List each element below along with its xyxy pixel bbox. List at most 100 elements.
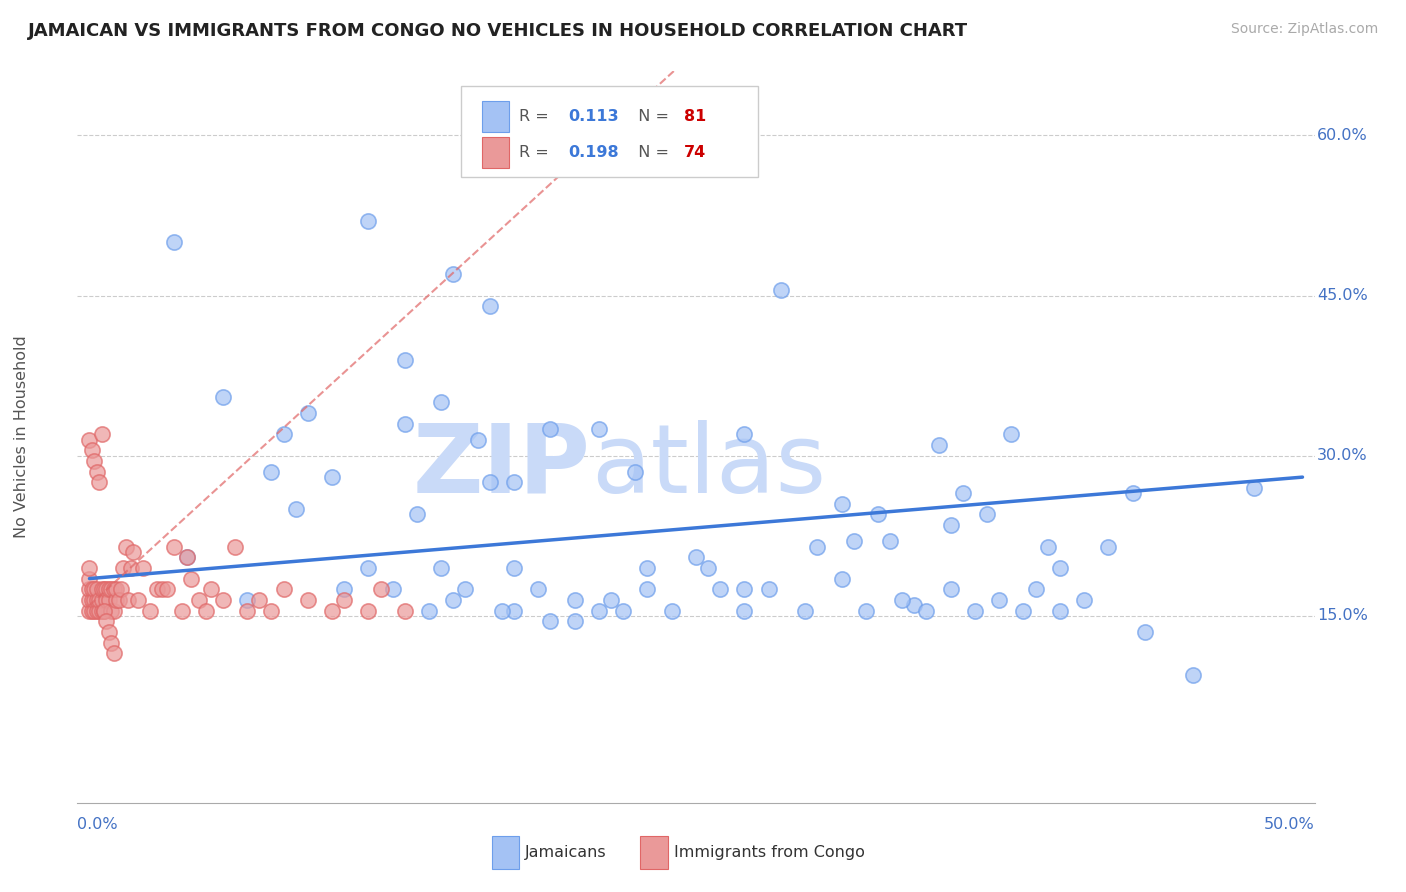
Point: [1049, 561, 1071, 575]
Point: [1000, 427, 1022, 442]
Point: [89, 604, 111, 618]
Point: [588, 422, 610, 436]
Point: [107, 593, 129, 607]
Point: [96, 582, 118, 597]
Point: [96, 593, 118, 607]
Point: [79, 433, 101, 447]
Point: [879, 534, 901, 549]
Point: [93, 604, 115, 618]
Point: [120, 561, 142, 575]
Point: [194, 604, 217, 618]
Bar: [492, 836, 519, 869]
Point: [83, 582, 105, 597]
Point: [357, 604, 380, 618]
Point: [370, 582, 392, 597]
Point: [321, 604, 343, 618]
Point: [90, 593, 112, 607]
Point: [636, 561, 658, 575]
Bar: [640, 836, 668, 869]
Point: [1049, 604, 1071, 618]
Text: N =: N =: [628, 109, 673, 124]
Point: [176, 550, 198, 565]
Point: [150, 582, 173, 597]
Point: [697, 561, 720, 575]
Point: [381, 582, 404, 597]
Point: [170, 604, 193, 618]
Point: [794, 604, 817, 618]
Point: [260, 465, 283, 479]
Point: [842, 534, 865, 549]
Point: [80, 582, 103, 597]
Text: 15.0%: 15.0%: [1317, 608, 1368, 624]
Point: [418, 604, 440, 618]
Text: No Vehicles in Household: No Vehicles in Household: [14, 335, 30, 539]
Point: [115, 540, 138, 554]
Point: [260, 604, 283, 618]
Point: [588, 604, 610, 618]
Point: [236, 604, 259, 618]
Point: [441, 593, 464, 607]
Point: [564, 593, 586, 607]
Point: [80, 604, 103, 618]
Point: [903, 599, 925, 613]
Point: [758, 582, 780, 597]
FancyBboxPatch shape: [461, 86, 758, 178]
Point: [478, 475, 501, 490]
Point: [297, 406, 319, 420]
Point: [891, 593, 914, 607]
Point: [866, 508, 889, 522]
Point: [83, 593, 105, 607]
Point: [180, 572, 202, 586]
Point: [333, 593, 356, 607]
Point: [96, 614, 118, 628]
Point: [100, 604, 122, 618]
Point: [297, 593, 319, 607]
Point: [538, 422, 561, 436]
Point: [734, 427, 756, 442]
Point: [357, 561, 380, 575]
Point: [163, 540, 186, 554]
Point: [163, 235, 186, 250]
Text: R =: R =: [519, 145, 554, 161]
Point: [734, 582, 756, 597]
Point: [769, 283, 792, 297]
Text: 30.0%: 30.0%: [1317, 449, 1368, 463]
Text: ZIP: ZIP: [413, 420, 591, 513]
Point: [333, 582, 356, 597]
Text: 0.113: 0.113: [568, 109, 619, 124]
Text: R =: R =: [519, 109, 554, 124]
Point: [855, 604, 877, 618]
Point: [1122, 486, 1144, 500]
Point: [79, 582, 101, 597]
Point: [1073, 593, 1095, 607]
Point: [661, 604, 683, 618]
Point: [100, 582, 122, 597]
Point: [538, 614, 561, 628]
Point: [236, 593, 259, 607]
Point: [86, 593, 108, 607]
Point: [97, 582, 120, 597]
Text: atlas: atlas: [591, 420, 825, 513]
Point: [89, 593, 111, 607]
Point: [97, 624, 120, 639]
Point: [1036, 540, 1059, 554]
Point: [636, 582, 658, 597]
Text: N =: N =: [628, 145, 673, 161]
Point: [394, 352, 416, 367]
Point: [1097, 540, 1119, 554]
Point: [831, 497, 853, 511]
Point: [83, 454, 105, 468]
Point: [273, 582, 295, 597]
Point: [100, 635, 122, 649]
Point: [80, 443, 103, 458]
Point: [187, 593, 209, 607]
Point: [467, 433, 489, 447]
Text: 50.0%: 50.0%: [1264, 817, 1315, 831]
Point: [110, 582, 132, 597]
Point: [478, 299, 501, 313]
Point: [90, 604, 112, 618]
Point: [83, 604, 105, 618]
Point: [80, 593, 103, 607]
Point: [441, 267, 464, 281]
Point: [976, 508, 998, 522]
